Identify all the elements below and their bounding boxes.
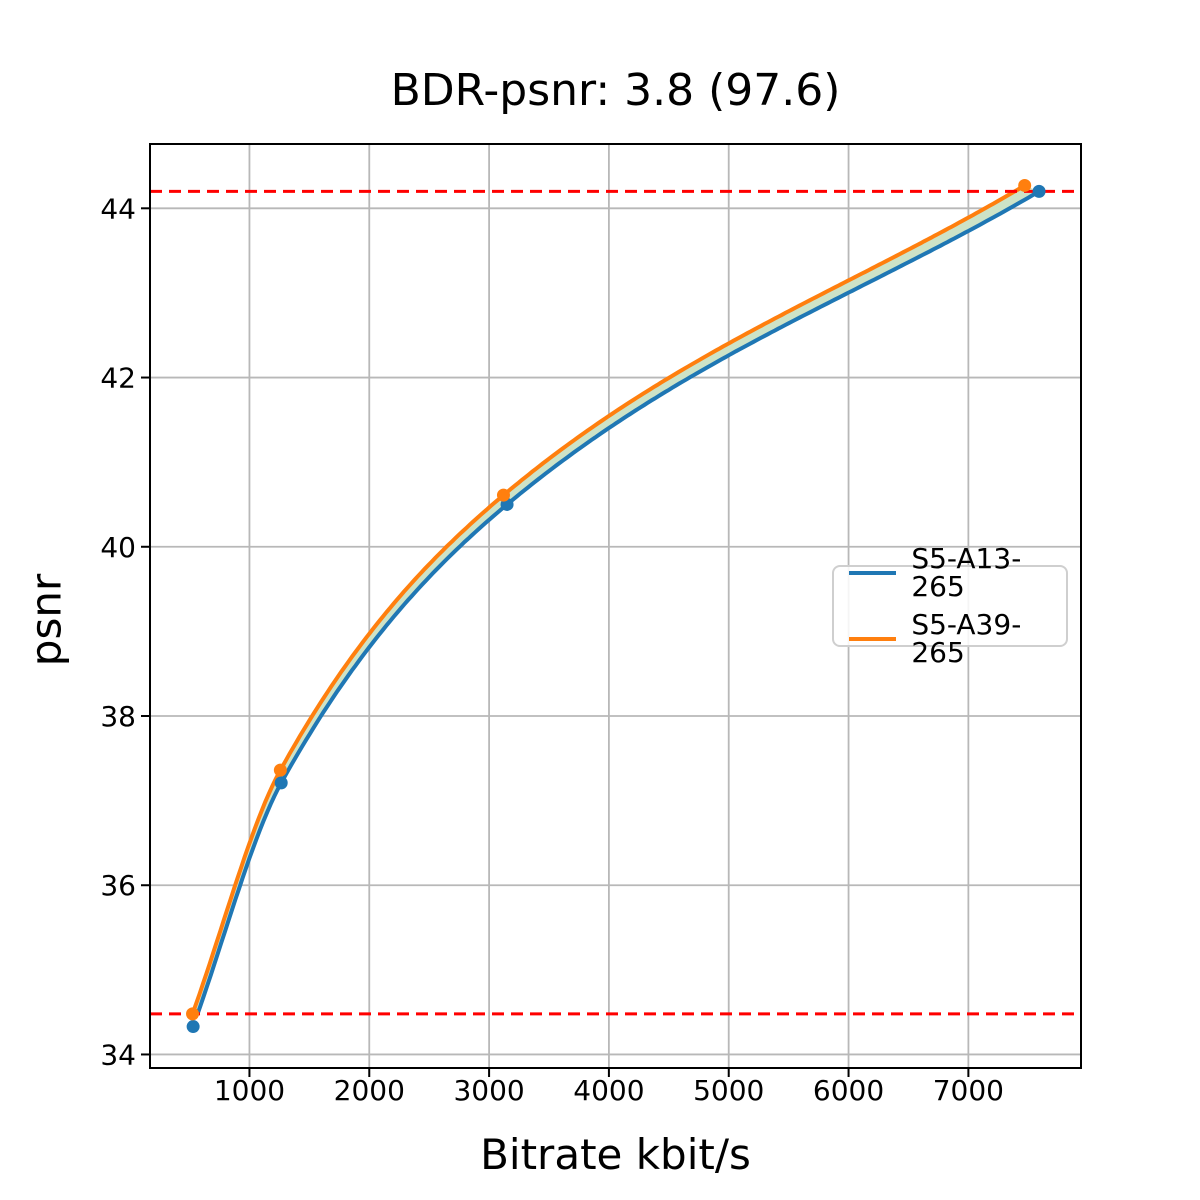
series-curve-S5-A13-265 [195,189,1042,1016]
chart-title: BDR-psnr: 3.8 (97.6) [390,65,841,116]
x-axis-label: Bitrate kbit/s [480,1130,751,1179]
y-tick-label: 36 [100,869,136,902]
data-point-S5-A39-265 [273,763,287,777]
legend-label: S5-A13-265 [911,542,1022,603]
y-tick-label: 34 [100,1038,136,1071]
data-point-S5-A13-265 [1032,184,1046,198]
data-point-S5-A13-265 [186,1020,200,1034]
series-curve-S5-A39-265 [190,183,1027,1016]
legend-line-sample [849,571,897,575]
x-tick-label: 1000 [214,1074,285,1107]
x-tick-label: 7000 [933,1074,1004,1107]
x-tick-label: 3000 [453,1074,524,1107]
data-point-S5-A39-265 [496,488,510,502]
x-tick-label: 5000 [693,1074,764,1107]
y-tick-label: 38 [100,700,136,733]
data-point-S5-A13-265 [274,776,288,790]
x-tick-label: 4000 [573,1074,644,1107]
legend: S5-A13-265 S5-A39-265 [832,545,1068,667]
y-tick-label: 42 [100,362,136,395]
x-tick-label: 2000 [334,1074,405,1107]
y-tick-label: 44 [100,192,136,225]
y-axis-label: psnr [21,573,71,667]
data-point-S5-A39-265 [186,1007,200,1021]
legend-line-sample [849,637,897,641]
plot-border [149,143,1082,1069]
legend-label: S5-A39-265 [911,608,1022,669]
legend-item: S5-A13-265 [849,545,1066,601]
x-tick-label: 6000 [813,1074,884,1107]
y-tick-label: 40 [100,531,136,564]
legend-item: S5-A39-265 [849,611,1066,667]
data-point-S5-A39-265 [1018,178,1032,192]
